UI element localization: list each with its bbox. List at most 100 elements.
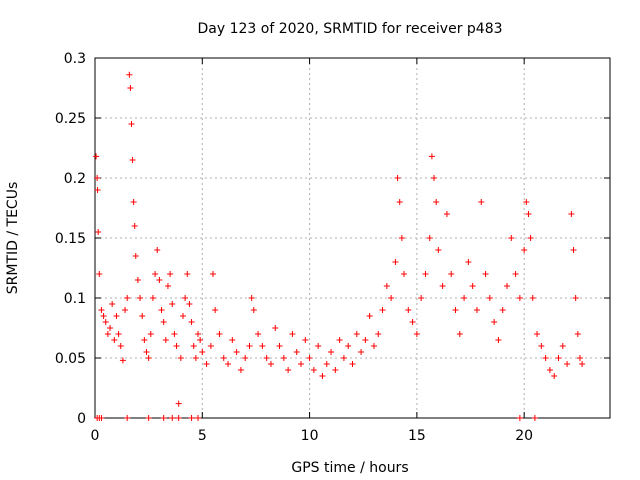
data-point [538, 343, 545, 349]
data-point [250, 307, 257, 313]
data-point [366, 313, 373, 319]
data-point [139, 313, 146, 319]
data-point [129, 157, 136, 163]
y-tick-label: 0.2 [64, 171, 86, 187]
data-point [115, 331, 122, 337]
data-point [529, 295, 536, 301]
data-point [542, 355, 549, 361]
data-point [473, 307, 480, 313]
data-point [370, 343, 377, 349]
ticks: 0 0.05 0.1 0.15 0.2 0.25 0.3 0 5 10 15 20 [55, 51, 610, 444]
data-point [160, 319, 167, 325]
x-axis-label: GPS time / hours [291, 460, 408, 476]
x-tick-label: 5 [198, 428, 207, 444]
data-point [96, 271, 103, 277]
data-point [465, 259, 472, 265]
data-point [306, 355, 313, 361]
data-point [579, 361, 586, 367]
data-point [576, 355, 583, 361]
data-point [426, 235, 433, 241]
data-point [104, 331, 111, 337]
data-point [229, 337, 236, 343]
data-point [353, 331, 360, 337]
data-point [285, 367, 292, 373]
data-point [169, 415, 176, 421]
data-point [119, 357, 126, 364]
data-point [555, 355, 562, 361]
data-point [117, 343, 124, 349]
data-point [171, 331, 178, 337]
data-point [392, 259, 399, 265]
data-point [128, 121, 135, 127]
data-point [127, 85, 134, 91]
data-point [551, 373, 558, 379]
data-point [398, 235, 405, 241]
y-tick-label: 0.1 [64, 291, 86, 307]
data-point [443, 211, 450, 217]
data-point [246, 343, 253, 349]
y-axis-label: SRMTID / TECUs [5, 182, 21, 295]
data-point [179, 313, 186, 319]
data-point [145, 415, 152, 421]
data-point [559, 343, 566, 349]
data-point [362, 337, 369, 343]
y-tick-label: 0.15 [55, 231, 86, 247]
x-tick-label: 10 [301, 428, 319, 444]
y-tick-label: 0.25 [55, 111, 86, 127]
data-point [328, 349, 335, 355]
data-point [482, 271, 489, 277]
data-point [134, 277, 141, 283]
data-point [203, 361, 210, 367]
data-point [512, 271, 519, 277]
data-point [336, 337, 343, 343]
data-point [534, 331, 541, 337]
x-tick-label: 20 [515, 428, 533, 444]
data-point [156, 277, 163, 283]
data-point [167, 271, 174, 277]
data-point [345, 343, 352, 349]
data-point [109, 301, 116, 307]
data-point [216, 331, 223, 337]
data-point [413, 331, 420, 337]
data-point [461, 295, 468, 301]
data-point [448, 271, 455, 277]
data-point [149, 295, 156, 301]
data-point [315, 343, 322, 349]
data-point [124, 295, 131, 301]
data-point [527, 235, 534, 241]
data-point [439, 283, 446, 289]
data-point [259, 343, 266, 349]
data-point [568, 211, 575, 217]
data-point [192, 355, 199, 361]
data-point [516, 415, 523, 421]
data-point [486, 295, 493, 301]
data-point [572, 295, 579, 301]
data-point [570, 247, 577, 253]
data-point [431, 175, 438, 181]
data-point [113, 313, 120, 319]
data-point [298, 361, 304, 367]
data-point [302, 337, 309, 343]
y-tick-label: 0 [77, 411, 86, 427]
data-point [418, 295, 425, 301]
data-point [184, 271, 191, 277]
data-point [289, 331, 296, 337]
data-point [491, 319, 498, 325]
data-point [422, 271, 429, 277]
data-point [508, 235, 515, 241]
data-point [394, 175, 401, 181]
data-point [169, 301, 176, 307]
data-point [137, 295, 144, 301]
data-point [379, 307, 386, 313]
data-point [409, 319, 416, 325]
data-point [531, 415, 538, 421]
data-point [332, 367, 339, 373]
data-point [182, 295, 189, 301]
data-point [141, 337, 148, 343]
data-point [162, 337, 169, 343]
data-point [233, 349, 240, 355]
data-point [177, 355, 184, 361]
data-point [94, 187, 101, 193]
data-point [94, 175, 101, 181]
data-point [195, 415, 201, 421]
